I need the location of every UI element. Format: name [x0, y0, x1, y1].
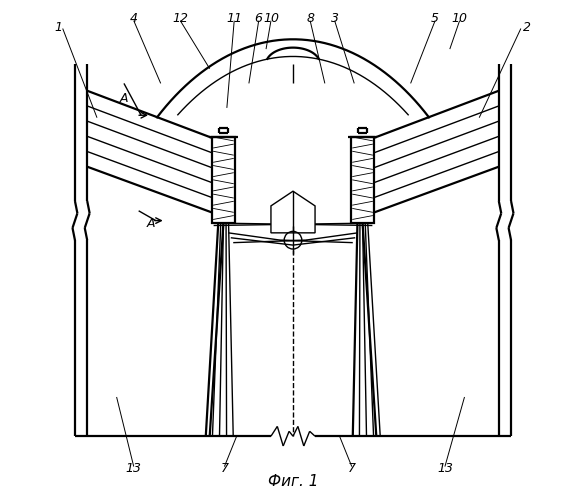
Text: 2: 2: [523, 20, 532, 34]
Bar: [351, 138, 374, 223]
Bar: [212, 138, 235, 223]
Text: 3: 3: [331, 12, 339, 25]
Text: 13: 13: [126, 462, 142, 474]
Text: 10: 10: [263, 12, 279, 25]
Text: 7: 7: [220, 462, 229, 474]
Text: 5: 5: [431, 12, 439, 25]
Text: 7: 7: [348, 462, 356, 474]
Text: 4: 4: [130, 12, 138, 25]
Text: 11: 11: [226, 12, 242, 25]
Polygon shape: [271, 191, 315, 233]
Text: 13: 13: [437, 462, 453, 474]
Text: Фиг. 1: Фиг. 1: [268, 474, 318, 489]
Text: 6: 6: [255, 12, 263, 25]
Text: 12: 12: [172, 12, 188, 25]
Text: 10: 10: [452, 12, 468, 25]
Text: А: А: [146, 216, 155, 230]
Text: 1: 1: [54, 20, 63, 34]
Text: А: А: [120, 92, 128, 104]
Bar: [351, 138, 374, 223]
Bar: [212, 138, 235, 223]
Text: 8: 8: [306, 12, 314, 25]
